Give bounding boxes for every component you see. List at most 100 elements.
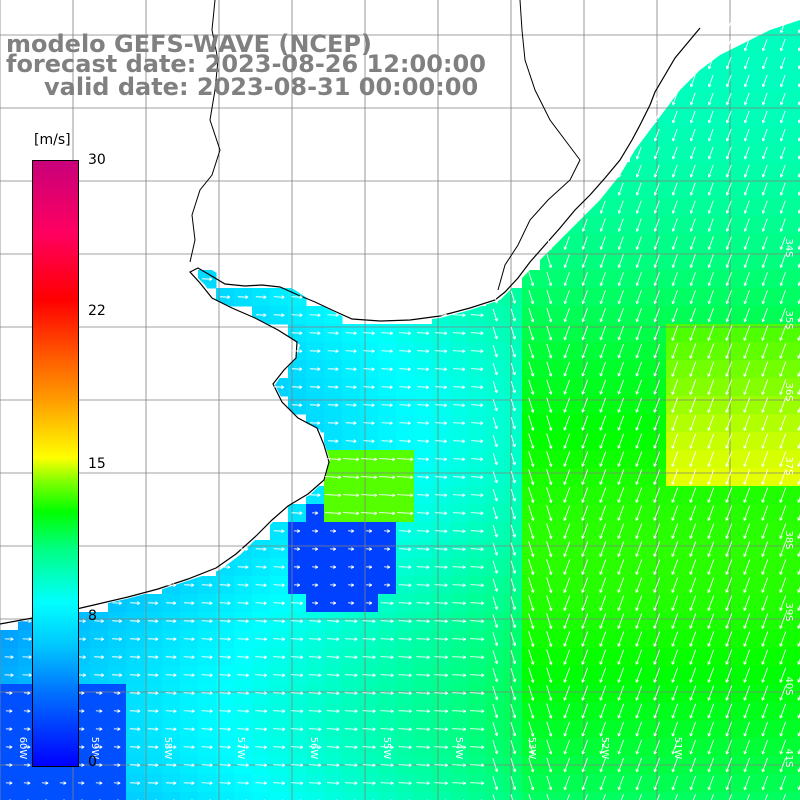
wind-arrow-head: [245, 763, 249, 766]
wind-arrow: [469, 692, 485, 694]
wind-arrow: [618, 272, 624, 286]
wind-arrow: [671, 685, 679, 701]
wind-cell: [792, 270, 800, 289]
wind-arrow-head: [617, 518, 621, 521]
wind-arrow-head: [726, 283, 730, 286]
colorbar-tick-22: 22: [88, 303, 106, 319]
wind-arrow-head: [81, 691, 85, 694]
wind-cell: [162, 792, 181, 800]
wind-arrow-head: [119, 673, 123, 676]
wind-arrow: [201, 782, 213, 784]
wind-arrow-head: [690, 697, 693, 701]
wind-arrow: [671, 667, 679, 683]
wind-arrow: [324, 494, 342, 496]
wind-arrow: [360, 494, 378, 496]
wind-cell: [792, 198, 800, 217]
wind-arrow-head: [708, 156, 712, 160]
wind-arrow-head: [426, 583, 430, 586]
wind-arrow-head: [582, 247, 586, 250]
wind-arrow: [435, 386, 447, 388]
wind-arrow: [671, 451, 679, 467]
wind-arrow-head: [689, 356, 693, 359]
wind-arrow-head: [671, 500, 675, 503]
wind-arrow-head: [462, 385, 466, 388]
wind-arrow-head: [581, 536, 585, 539]
wind-arrow-head: [761, 392, 765, 395]
wind-arrow: [689, 667, 697, 683]
wind-arrow: [653, 721, 661, 737]
wind-arrow: [707, 523, 715, 539]
wind-arrow-head: [408, 601, 412, 604]
wind-arrow-head: [410, 493, 414, 496]
wind-arrow-head: [496, 606, 499, 610]
wind-arrow-head: [445, 691, 449, 694]
wind-arrow: [326, 782, 340, 784]
wind-arrow-head: [245, 691, 249, 694]
wind-arrow-head: [28, 673, 32, 676]
wind-arrow: [797, 514, 800, 521]
wind-arrow: [399, 422, 411, 424]
wind-arrow: [398, 728, 412, 730]
wind-arrow-head: [617, 500, 621, 503]
wind-cell: [702, 792, 721, 800]
wind-arrow: [327, 314, 339, 316]
wind-arrow: [492, 776, 498, 790]
wind-arrow-head: [550, 318, 553, 323]
wind-arrow: [600, 325, 606, 341]
wind-arrow: [779, 451, 787, 467]
wind-arrow: [672, 739, 678, 755]
wind-arrow-head: [690, 769, 694, 773]
wind-arrow-head: [9, 781, 13, 784]
wind-arrow: [656, 794, 660, 800]
wind-arrow-head: [463, 673, 467, 676]
wind-arrow-head: [761, 590, 765, 593]
wind-arrow-head: [335, 385, 339, 388]
wind-arrow: [617, 685, 625, 701]
wind-arrow: [255, 764, 267, 766]
wind-arrow: [600, 757, 606, 773]
wind-arrow: [308, 692, 322, 694]
wind-arrow-head: [744, 120, 748, 124]
wind-arrow: [470, 332, 484, 334]
wind-arrow-head: [173, 673, 177, 676]
wind-arrow-head: [496, 714, 499, 718]
wind-arrow: [327, 386, 339, 388]
wind-arrow: [417, 530, 429, 532]
wind-arrow: [707, 667, 715, 683]
wind-arrow-head: [636, 391, 639, 395]
wind-cell: [792, 306, 800, 325]
wind-arrow-head: [725, 338, 729, 341]
wind-arrow: [743, 325, 751, 341]
wind-arrow: [780, 290, 786, 304]
wind-arrow-head: [480, 457, 484, 460]
wind-arrow-head: [389, 403, 393, 406]
wind-cell: [792, 396, 800, 415]
wind-arrow: [434, 764, 448, 766]
wind-arrow-head: [797, 482, 800, 485]
wind-arrow-head: [137, 781, 141, 784]
wind-arrow-head: [532, 427, 535, 431]
wind-arrow-head: [726, 697, 729, 701]
wind-arrow-head: [708, 48, 712, 52]
wind-arrow: [779, 469, 787, 485]
wind-arrow-head: [173, 583, 177, 586]
wind-arrow-head: [550, 391, 553, 395]
wind-arrow-head: [496, 624, 499, 628]
wind-arrow-head: [654, 680, 657, 683]
wind-arrow-head: [779, 356, 783, 359]
wind-arrow: [725, 595, 733, 611]
wind-arrow: [528, 433, 534, 449]
wind-arrow: [183, 674, 195, 676]
wind-arrow: [779, 631, 787, 647]
wind-arrow-head: [725, 500, 729, 503]
wind-arrow: [798, 262, 800, 268]
wind-arrow-head: [708, 319, 712, 323]
wind-arrow-head: [371, 367, 375, 370]
wind-arrow: [744, 739, 750, 755]
wind-arrow-head: [315, 529, 319, 532]
wind-arrow: [492, 488, 498, 502]
wind-arrow-head: [726, 319, 730, 323]
wind-arrow-head: [496, 750, 499, 754]
wind-arrow: [797, 424, 800, 431]
